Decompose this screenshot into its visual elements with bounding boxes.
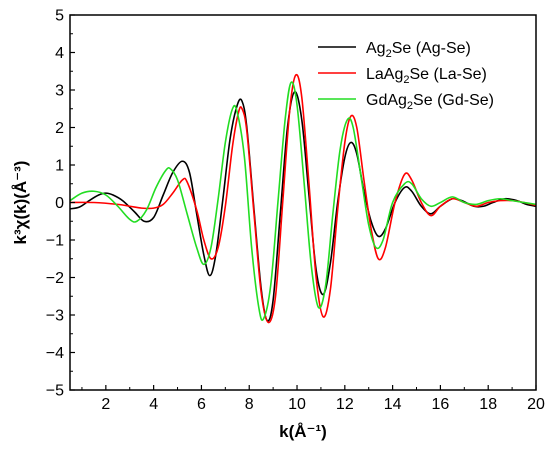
series-line-3 — [70, 81, 536, 322]
y-tick-label: −1 — [46, 233, 64, 250]
y-tick-label: −5 — [46, 383, 64, 400]
x-tick-label: 16 — [432, 396, 450, 413]
x-tick-label: 4 — [149, 396, 158, 413]
x-tick-label: 8 — [245, 396, 254, 413]
y-tick-label: −2 — [46, 270, 64, 287]
y-tick-label: 4 — [55, 45, 64, 62]
x-tick-label: 14 — [384, 396, 402, 413]
legend-label-1: Ag2Se (Ag-Se) — [366, 40, 471, 60]
legend: Ag2Se (Ag-Se) LaAg2Se (La-Se) GdAg2Se (Gd-… — [318, 40, 494, 112]
y-axis-label: k³χ(k)(Å⁻³) — [11, 161, 30, 245]
series-layer — [70, 73, 536, 324]
y-tick-label: −3 — [46, 308, 64, 325]
x-tick-label: 12 — [336, 396, 354, 413]
x-tick-label: 18 — [479, 396, 497, 413]
x-tick-label: 6 — [197, 396, 206, 413]
y-tick-label: −4 — [46, 345, 64, 362]
legend-label-3: GdAg2Se (Gd-Se) — [366, 92, 494, 112]
x-axis-label: k(Å⁻¹) — [279, 422, 327, 441]
y-tick-label: 1 — [55, 158, 64, 175]
y-tick-label: 2 — [55, 120, 64, 137]
x-tick-label: 10 — [288, 396, 306, 413]
x-tick-label: 20 — [527, 396, 545, 413]
y-tick-label: 3 — [55, 83, 64, 100]
y-tick-label: 0 — [55, 195, 64, 212]
y-tick-label: 5 — [55, 8, 64, 25]
series-line-2 — [70, 73, 536, 324]
legend-label-2: LaAg2Se (La-Se) — [366, 66, 487, 86]
x-tick-label: 2 — [101, 396, 110, 413]
